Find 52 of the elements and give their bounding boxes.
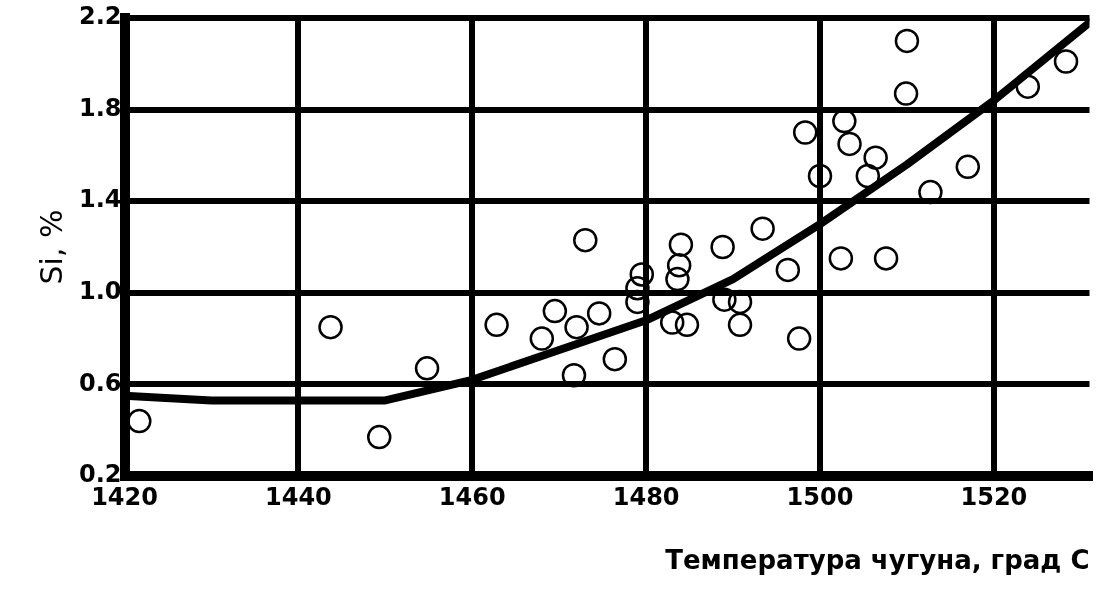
point (750, 216, 775, 241)
point (674, 312, 700, 338)
y-tick-label: 1.8 (79, 93, 122, 122)
point (837, 131, 862, 157)
point (894, 28, 920, 54)
point (625, 275, 650, 301)
point (573, 227, 598, 253)
point (792, 120, 818, 145)
x-tick-label: 1460 (438, 482, 506, 511)
point (629, 262, 655, 287)
point (529, 326, 555, 351)
point (1053, 49, 1079, 74)
point (727, 312, 753, 338)
point (727, 289, 753, 315)
point (955, 154, 981, 180)
point (602, 346, 628, 372)
point (366, 424, 392, 450)
y-tick-label: 2.2 (79, 2, 122, 31)
y-tick-label: 1.0 (79, 277, 122, 306)
y-tick-label: 0.6 (79, 368, 122, 397)
y-axis-title: Si, % (33, 209, 69, 285)
point (542, 298, 568, 324)
point (893, 81, 919, 106)
point (668, 232, 694, 257)
point (918, 179, 943, 205)
point (855, 163, 881, 189)
x-tick-label: 1440 (264, 482, 332, 511)
point (828, 246, 854, 271)
point (318, 314, 343, 340)
point (484, 312, 509, 338)
y-tick-label: 1.4 (79, 185, 122, 214)
point (863, 145, 888, 170)
x-tick-label: 1520 (960, 482, 1028, 511)
point (665, 266, 690, 292)
point (127, 408, 152, 434)
point (666, 253, 692, 278)
x-tick-label: 1500 (786, 482, 854, 511)
point (873, 246, 899, 271)
x-axis-title: Температура чугуна, град С (665, 545, 1090, 576)
point (775, 257, 801, 283)
x-tick-label: 1420 (91, 482, 158, 511)
point (561, 362, 587, 388)
point (1015, 74, 1041, 99)
point (659, 310, 685, 335)
point (564, 314, 589, 340)
point (586, 301, 612, 326)
x-tick-label: 1480 (612, 482, 680, 511)
point (710, 234, 735, 260)
point (786, 326, 812, 351)
point (807, 163, 833, 189)
point (414, 356, 440, 381)
point (712, 287, 737, 312)
